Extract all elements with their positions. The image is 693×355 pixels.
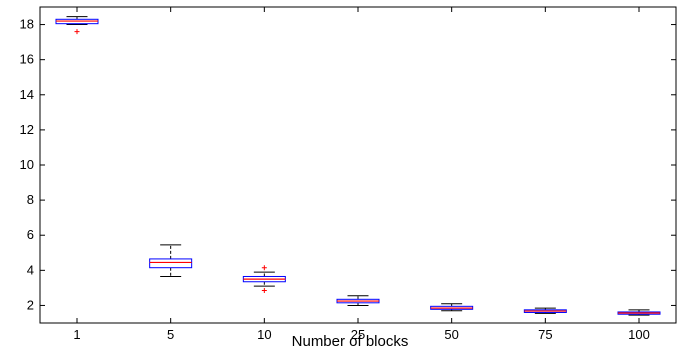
box-50 <box>430 303 474 312</box>
y-tick-label: 2 <box>27 297 34 312</box>
box-series <box>55 16 661 316</box>
box-iqr <box>149 258 193 269</box>
outlier-marker <box>74 29 80 35</box>
box-25 <box>336 295 380 306</box>
box-5 <box>149 244 193 277</box>
x-tick-label: 1 <box>73 327 80 342</box>
box-1 <box>55 16 99 35</box>
y-tick-label: 16 <box>20 52 34 67</box>
x-tick-label: 75 <box>538 327 552 342</box>
y-tick-label: 10 <box>20 157 34 172</box>
y-tick-label: 8 <box>27 192 34 207</box>
outlier-marker <box>261 288 267 294</box>
x-tick-label: 50 <box>444 327 458 342</box>
box-100 <box>617 309 661 316</box>
x-tick-label: 10 <box>257 327 271 342</box>
y-tick-label: 12 <box>20 122 34 137</box>
box-10 <box>242 265 286 294</box>
y-tick-label: 18 <box>20 17 34 32</box>
x-tick-label: 100 <box>628 327 650 342</box>
y-axis: 2 4 6 8 10 12 14 16 18 <box>20 17 676 312</box>
outlier-marker <box>261 265 267 271</box>
y-tick-label: 4 <box>27 262 34 277</box>
plot-frame <box>39 6 677 324</box>
y-tick-label: 14 <box>20 87 34 102</box>
x-axis: 1 5 10 25 50 75 100 <box>73 7 650 342</box>
x-tick-label: 5 <box>167 327 174 342</box>
box-75 <box>523 307 567 314</box>
x-axis-title: Number of blocks <box>292 333 409 350</box>
y-tick-label: 6 <box>27 227 34 242</box>
x-tick-label: 25 <box>351 327 365 342</box>
